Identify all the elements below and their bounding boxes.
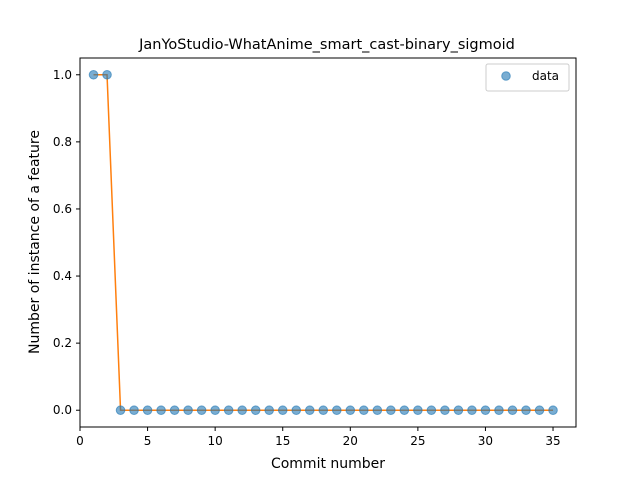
data-point bbox=[142, 405, 153, 416]
data-point bbox=[102, 69, 112, 80]
legend-label-data: data bbox=[532, 69, 559, 83]
plot-frame bbox=[79, 57, 577, 428]
legend: data bbox=[485, 63, 570, 92]
data-point bbox=[507, 405, 518, 416]
data-point bbox=[494, 405, 504, 416]
x-tick-label: 25 bbox=[410, 434, 425, 448]
data-point bbox=[115, 405, 126, 416]
data-point bbox=[88, 69, 99, 80]
data-point bbox=[399, 405, 410, 416]
x-tick-label: 15 bbox=[275, 434, 290, 448]
data-point bbox=[413, 405, 423, 416]
data-point bbox=[359, 405, 369, 416]
legend-box bbox=[485, 63, 570, 92]
data-point bbox=[521, 405, 531, 416]
data-point bbox=[304, 405, 315, 416]
data-point bbox=[237, 405, 247, 416]
data-point bbox=[264, 405, 275, 416]
y-axis-label: Number of instance of a feature bbox=[27, 130, 43, 354]
data-point bbox=[291, 405, 302, 416]
x-tick-label: 30 bbox=[478, 434, 493, 448]
x-axis-label: Commit number bbox=[271, 456, 385, 472]
data-point bbox=[318, 405, 329, 416]
data-point bbox=[223, 405, 234, 416]
data-point bbox=[453, 405, 464, 416]
data-point bbox=[250, 405, 261, 416]
y-tick-label: 0.8 bbox=[53, 135, 72, 149]
y-tick-label: 0.0 bbox=[53, 403, 72, 417]
data-point bbox=[534, 405, 545, 416]
data-point bbox=[183, 405, 193, 416]
y-axis: 0.0 0.2 0.4 0.6 0.8 1.0 bbox=[53, 68, 80, 417]
y-tick-label: 0.2 bbox=[53, 336, 72, 350]
x-tick-label: 5 bbox=[144, 434, 152, 448]
data-points-layer bbox=[88, 69, 558, 416]
data-point bbox=[169, 405, 180, 416]
y-tick-label: 1.0 bbox=[53, 68, 72, 82]
data-point bbox=[372, 405, 383, 416]
data-point bbox=[196, 405, 207, 416]
chart-title: JanYoStudio-WhatAnime_smart_cast-binary_… bbox=[138, 37, 515, 53]
data-point bbox=[480, 405, 491, 416]
data-point bbox=[467, 405, 477, 416]
data-point bbox=[129, 405, 139, 416]
data-point bbox=[210, 405, 220, 416]
x-tick-label: 10 bbox=[208, 434, 223, 448]
x-tick-label: 35 bbox=[545, 434, 560, 448]
y-tick-label: 0.4 bbox=[53, 269, 72, 283]
y-tick-label: 0.6 bbox=[53, 202, 72, 216]
data-point bbox=[426, 405, 437, 416]
x-tick-label: 0 bbox=[76, 434, 84, 448]
data-point bbox=[156, 405, 166, 416]
data-point bbox=[345, 405, 356, 416]
data-point bbox=[277, 405, 288, 416]
data-point bbox=[331, 405, 342, 416]
data-point bbox=[440, 405, 450, 416]
legend-marker-data bbox=[501, 71, 511, 81]
x-tick-label: 20 bbox=[343, 434, 358, 448]
x-axis: 0 5 10 15 20 25 30 35 bbox=[76, 427, 561, 448]
data-point bbox=[548, 405, 558, 416]
data-point bbox=[386, 405, 396, 416]
